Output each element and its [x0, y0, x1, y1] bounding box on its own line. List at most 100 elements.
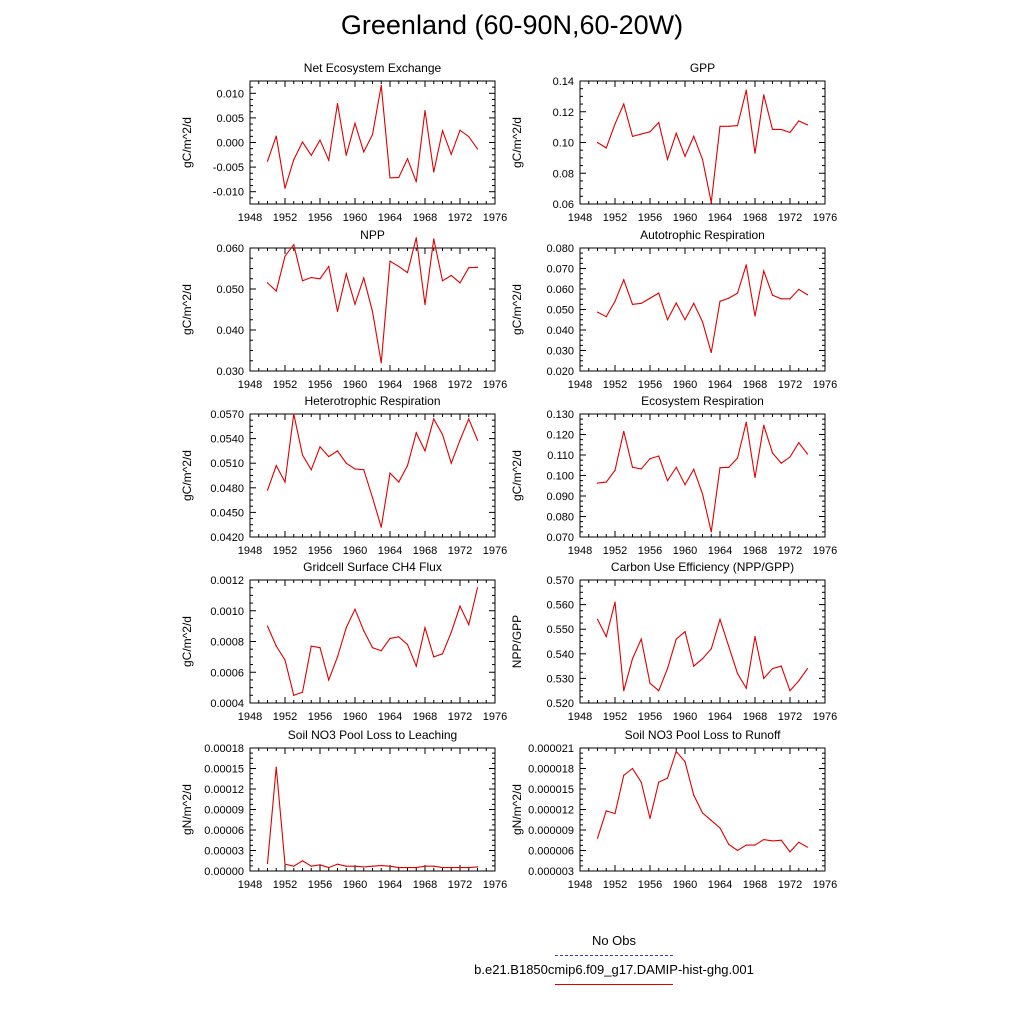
- data-point: [415, 866, 417, 869]
- data-point: [363, 151, 365, 153]
- x-tick-label: 1976: [483, 711, 507, 723]
- x-tick-label: 1968: [743, 879, 767, 891]
- data-point: [284, 863, 286, 865]
- data-point: [433, 238, 435, 240]
- data-point: [389, 637, 391, 640]
- data-point: [380, 362, 382, 364]
- x-tick-label: 1972: [778, 711, 802, 723]
- data-point: [614, 300, 616, 302]
- data-point: [328, 456, 330, 458]
- y-tick-label: 0.00006: [204, 825, 244, 837]
- data-point: [398, 636, 400, 638]
- x-tick-label: 1952: [273, 545, 297, 557]
- data-point: [336, 310, 339, 313]
- x-tick-label: 1976: [483, 212, 507, 224]
- y-axis-label: gC/m^2/d: [510, 117, 524, 168]
- data-point: [789, 690, 791, 692]
- data-point: [468, 866, 470, 869]
- panel-title: Gridcell Surface CH4 Flux: [303, 560, 442, 574]
- data-point: [684, 631, 686, 633]
- x-tick-label: 1972: [448, 711, 472, 723]
- series-line: [597, 422, 808, 533]
- data-point: [433, 865, 435, 867]
- data-point: [398, 866, 400, 869]
- data-point: [631, 658, 634, 660]
- x-tick-label: 1976: [813, 379, 837, 391]
- y-tick-label: 0.0510: [210, 458, 244, 470]
- data-point: [710, 819, 712, 822]
- y-tick-label: 0.070: [546, 264, 574, 276]
- data-point: [780, 462, 782, 464]
- y-tick-label: 0.020: [546, 366, 574, 378]
- x-tick-label: 1976: [813, 212, 837, 224]
- data-point: [441, 866, 444, 869]
- data-point: [389, 865, 391, 867]
- data-point: [468, 418, 470, 420]
- y-tick-label: 0.110: [547, 450, 574, 462]
- data-point: [293, 413, 295, 415]
- y-axis-label: gN/m^2/d: [510, 784, 524, 835]
- data-point: [380, 864, 382, 867]
- data-point: [275, 135, 277, 137]
- y-tick-label: 0.00000: [204, 866, 244, 878]
- x-tick-label: 1952: [603, 711, 627, 723]
- data-point: [771, 667, 774, 670]
- data-point: [736, 292, 739, 294]
- data-point: [806, 667, 809, 670]
- legend-model-label: b.e21.B1850cmip6.f09_g17.DAMIP-hist-ghg.…: [474, 962, 754, 977]
- y-tick-label: -0.005: [213, 162, 244, 174]
- data-point: [605, 316, 607, 318]
- y-tick-label: 0.120: [546, 430, 574, 442]
- x-tick-label: 1972: [448, 379, 472, 391]
- data-point: [728, 297, 730, 299]
- x-tick-label: 1948: [568, 711, 592, 723]
- y-tick-label: 0.000015: [528, 784, 574, 796]
- series-line: [266, 767, 478, 869]
- y-tick-label: 0.050: [216, 284, 244, 296]
- data-point: [675, 466, 677, 468]
- x-tick-label: 1960: [343, 379, 367, 391]
- y-tick-label: 0.000009: [528, 825, 574, 837]
- data-point: [693, 665, 695, 667]
- data-point: [658, 121, 660, 124]
- series-line: [266, 85, 478, 189]
- data-point: [424, 865, 426, 867]
- x-tick-label: 1960: [343, 545, 367, 557]
- x-tick-label: 1956: [308, 212, 332, 224]
- y-axis-label: gC/m^2/d: [180, 117, 194, 168]
- series-line: [597, 602, 808, 692]
- data-point: [605, 635, 607, 638]
- data-point: [701, 658, 704, 660]
- data-point: [763, 838, 765, 841]
- data-point: [459, 605, 461, 607]
- data-point: [266, 862, 269, 865]
- y-tick-label: 0.0004: [210, 698, 244, 710]
- y-tick-label: 0.060: [546, 284, 574, 296]
- data-point: [328, 159, 330, 161]
- data-point: [433, 656, 435, 658]
- x-tick-label: 1964: [708, 879, 732, 891]
- data-point: [798, 288, 800, 291]
- y-tick-label: 0.0540: [210, 434, 244, 446]
- data-point: [649, 131, 651, 133]
- data-point: [771, 840, 774, 842]
- data-point: [450, 153, 452, 155]
- data-point: [754, 635, 756, 638]
- x-tick-label: 1968: [413, 711, 437, 723]
- panel-title: Carbon Use Efficiency (NPP/GPP): [611, 560, 794, 574]
- data-point: [284, 187, 286, 189]
- x-tick-label: 1952: [273, 212, 297, 224]
- data-point: [754, 844, 756, 846]
- data-point: [319, 278, 321, 280]
- data-point: [693, 468, 695, 470]
- data-point: [623, 690, 625, 692]
- data-point: [363, 866, 365, 868]
- data-point: [596, 141, 599, 144]
- data-point: [406, 643, 409, 646]
- x-tick-label: 1952: [603, 545, 627, 557]
- x-tick-label: 1960: [343, 212, 367, 224]
- x-tick-label: 1976: [483, 879, 507, 891]
- data-point: [693, 302, 695, 304]
- y-tick-label: 0.040: [216, 325, 244, 337]
- x-tick-label: 1968: [743, 379, 767, 391]
